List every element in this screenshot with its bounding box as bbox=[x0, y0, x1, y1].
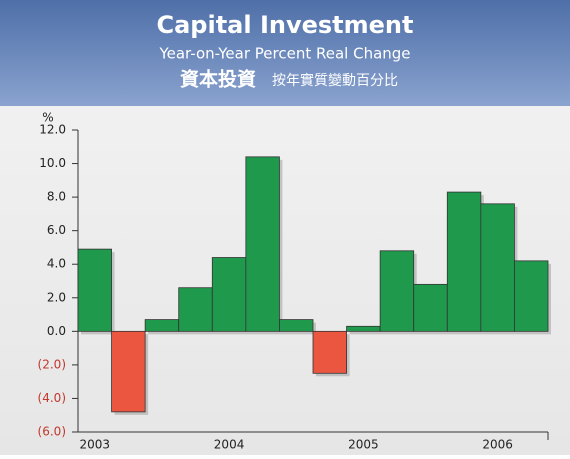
bar bbox=[279, 319, 314, 332]
header bbox=[0, 0, 570, 106]
y-tick-label: 0.0 bbox=[47, 324, 66, 338]
y-tick-label: (6.0) bbox=[38, 425, 66, 439]
x-tick-label: 2003 bbox=[80, 438, 111, 452]
y-tick-label: (4.0) bbox=[38, 391, 66, 405]
bar bbox=[514, 260, 549, 332]
y-axis-label: % bbox=[42, 111, 53, 125]
bar bbox=[211, 257, 247, 332]
x-tick-label: 2004 bbox=[214, 438, 245, 452]
y-tick-label: 4.0 bbox=[47, 257, 66, 271]
bar bbox=[379, 250, 415, 332]
y-tick-label: 10.0 bbox=[39, 156, 66, 170]
chart-subtitle-zh: 按年實質變動百分比 bbox=[272, 72, 398, 89]
y-tick-label: 2.0 bbox=[47, 290, 66, 304]
bar-shadow bbox=[349, 329, 384, 335]
chart-title: Capital Investment bbox=[156, 11, 413, 39]
bar bbox=[245, 156, 280, 332]
y-tick-label: (2.0) bbox=[38, 357, 66, 371]
x-tick-label: 2006 bbox=[482, 438, 513, 452]
chart-title-zh: 資本投資 bbox=[180, 68, 256, 91]
bar bbox=[144, 319, 180, 332]
y-tick-label: 6.0 bbox=[47, 223, 66, 237]
x-tick-label: 2005 bbox=[348, 438, 379, 452]
bar bbox=[312, 330, 347, 374]
bar bbox=[346, 325, 381, 332]
chart-subtitle: Year-on-Year Percent Real Change bbox=[158, 45, 410, 63]
bar bbox=[480, 203, 515, 332]
bar bbox=[413, 283, 448, 332]
bar bbox=[446, 191, 482, 332]
y-tick-label: 12.0 bbox=[39, 123, 66, 137]
bar bbox=[111, 330, 146, 413]
bar bbox=[178, 287, 213, 332]
bar bbox=[77, 248, 112, 332]
y-tick-label: 8.0 bbox=[47, 190, 66, 204]
